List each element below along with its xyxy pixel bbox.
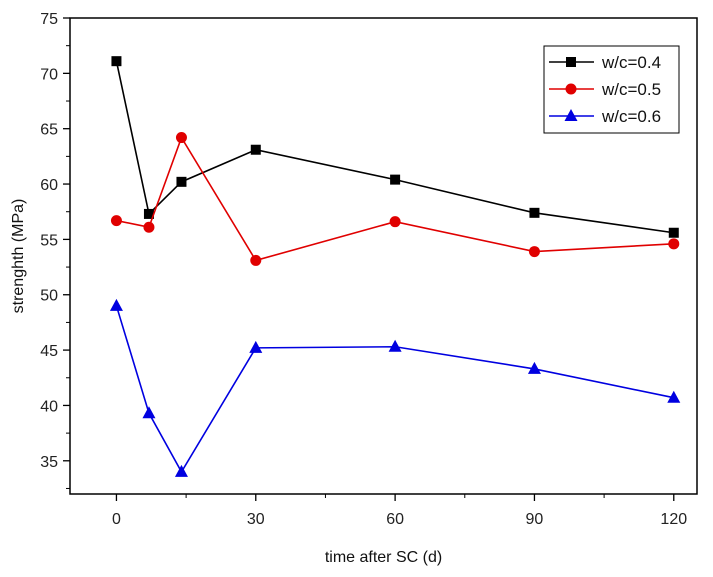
- data-point: [143, 221, 155, 233]
- data-point: [667, 390, 681, 403]
- data-point: [668, 238, 680, 250]
- legend-item: w/c=0.4: [549, 53, 661, 72]
- y-tick-label: 45: [40, 343, 58, 360]
- data-point: [175, 132, 187, 144]
- data-point: [143, 208, 154, 219]
- data-point: [527, 361, 541, 374]
- series-line: [116, 135, 674, 262]
- data-point: [388, 339, 402, 352]
- data-point: [109, 298, 123, 311]
- series-w/c=0.6: [109, 298, 681, 477]
- x-tick-label: 30: [247, 511, 265, 528]
- legend-marker: [564, 109, 578, 121]
- y-tick-label: 55: [40, 232, 58, 249]
- y-tick-label: 50: [40, 288, 58, 305]
- data-point: [389, 216, 401, 228]
- legend-label: w/c=0.5: [601, 80, 661, 99]
- y-tick-label: 70: [40, 66, 58, 83]
- y-tick-label: 60: [40, 177, 58, 194]
- data-point: [668, 227, 679, 238]
- data-point: [174, 464, 188, 477]
- x-tick-label: 60: [386, 511, 404, 528]
- data-point: [528, 246, 540, 258]
- series-w/c=0.4: [111, 56, 679, 238]
- y-tick-label: 40: [40, 398, 58, 415]
- y-tick-label: 65: [40, 122, 58, 139]
- y-tick-label: 75: [40, 11, 58, 28]
- series-lines: [109, 56, 681, 477]
- data-point: [142, 406, 156, 419]
- legend-item: w/c=0.5: [549, 80, 661, 99]
- data-point: [390, 174, 401, 185]
- series-line: [115, 305, 674, 474]
- legend-label: w/c=0.4: [601, 53, 661, 72]
- legend-marker: [565, 83, 577, 95]
- data-point: [250, 254, 262, 266]
- x-axis-title: time after SC (d): [325, 549, 442, 566]
- x-tick-label: 120: [660, 511, 687, 528]
- y-tick-label: 35: [40, 454, 58, 471]
- data-point: [529, 207, 540, 218]
- legend: w/c=0.4 w/c=0.5 w/c=0.6: [543, 45, 680, 134]
- series-w/c=0.5: [110, 132, 680, 266]
- x-tick-label: 90: [526, 511, 544, 528]
- y-axis-title: strenghth (MPa): [10, 199, 27, 314]
- x-tick-label: 0: [112, 511, 121, 528]
- plot-frame: [69, 17, 698, 495]
- legend-item: w/c=0.6: [549, 107, 661, 126]
- legend-label: w/c=0.6: [601, 107, 661, 126]
- data-point: [249, 340, 263, 353]
- data-point: [250, 144, 261, 155]
- legend-marker: [566, 57, 576, 67]
- data-point: [110, 215, 122, 227]
- tick-labels: 0 30 60 90 120 35 40 45 50 55 60 65 70 75: [40, 11, 687, 528]
- data-point: [111, 56, 122, 67]
- data-point: [176, 176, 187, 187]
